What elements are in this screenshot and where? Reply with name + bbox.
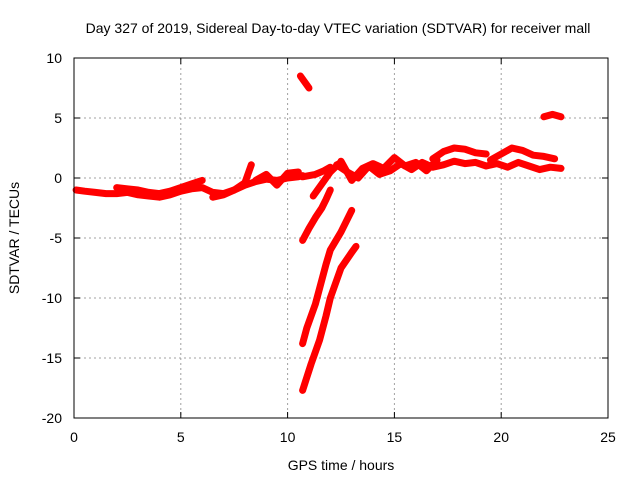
x-tick-label: 25 bbox=[600, 429, 616, 445]
y-axis-label: SDTVAR / TECUs bbox=[6, 182, 22, 294]
x-tick-label: 10 bbox=[280, 429, 296, 445]
y-tick-label: -5 bbox=[50, 230, 63, 246]
series-dip-a bbox=[299, 186, 334, 244]
series-rise-a bbox=[299, 163, 334, 181]
series-arc-18 bbox=[429, 144, 490, 163]
x-tick-label: 5 bbox=[177, 429, 185, 445]
y-tick-label: -20 bbox=[42, 410, 62, 426]
tick-layer: 0 5 10 15 20 25 -20 -15 -10 -5 0 5 10 bbox=[42, 50, 616, 445]
y-tick-label: 0 bbox=[54, 170, 62, 186]
y-tick-label: 5 bbox=[54, 110, 62, 126]
series-blob-top bbox=[296, 72, 313, 92]
x-tick-label: 0 bbox=[70, 429, 78, 445]
series-blob-right bbox=[540, 110, 565, 121]
series-baseline-early-c bbox=[209, 161, 255, 201]
series-baseline-late-a bbox=[333, 157, 565, 182]
x-axis-label: GPS time / hours bbox=[288, 457, 395, 473]
x-tick-label: 15 bbox=[387, 429, 403, 445]
y-tick-label: -10 bbox=[42, 290, 62, 306]
series-baseline-early-d bbox=[252, 168, 302, 189]
series-arc-20 bbox=[487, 144, 559, 164]
x-tick-label: 20 bbox=[493, 429, 509, 445]
series-rise-b bbox=[309, 160, 343, 200]
series-baseline-late-b bbox=[337, 154, 441, 184]
y-tick-label: 10 bbox=[46, 50, 62, 66]
series-baseline-early-b bbox=[113, 176, 206, 198]
series-dip-c bbox=[299, 242, 360, 394]
y-tick-label: -15 bbox=[42, 350, 62, 366]
data-layer bbox=[72, 72, 565, 394]
chart-title: Day 327 of 2019, Sidereal Day-to-day VTE… bbox=[86, 20, 591, 36]
series-dip-b bbox=[299, 206, 356, 348]
